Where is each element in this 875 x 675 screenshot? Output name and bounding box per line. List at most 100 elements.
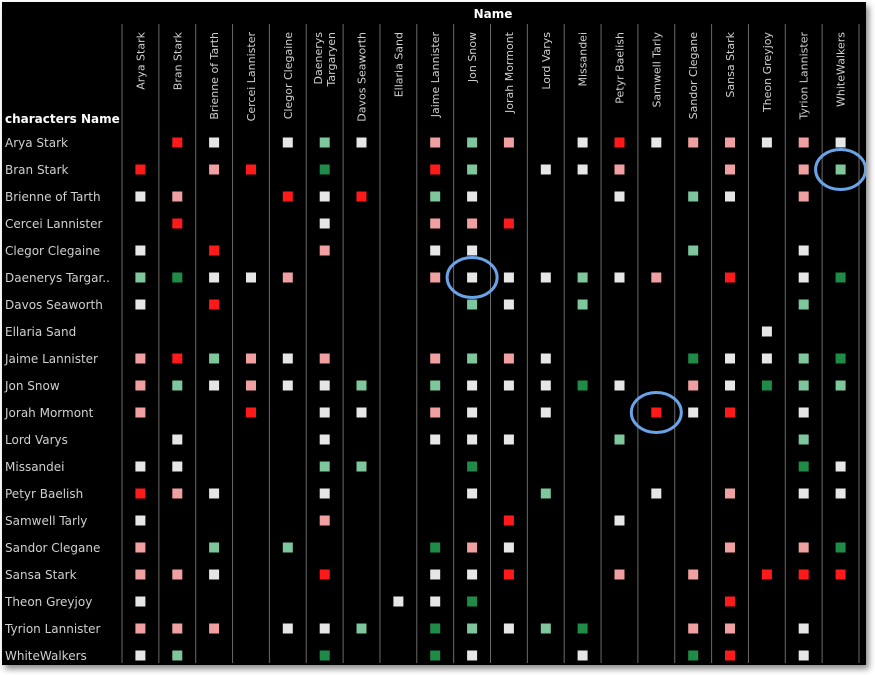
column-label-line: Jorah Mormont bbox=[503, 31, 516, 114]
cell-arya-stark-missandei bbox=[577, 137, 588, 148]
row-label-samwell-tarly: Samwell Tarly bbox=[5, 514, 87, 528]
column-label-line: Lord Varys bbox=[540, 32, 553, 90]
cell-tyrion-lannister-daenerys-targaryen bbox=[319, 623, 330, 634]
cell-daenerys-targar-cercei-lannister bbox=[246, 272, 256, 283]
cell-jorah-mormont-cercei-lannister bbox=[246, 407, 256, 418]
cell-arya-stark-jon-snow bbox=[467, 137, 478, 148]
cell-tyrion-lannister-jon-snow bbox=[467, 623, 478, 634]
cell-whitewalkers-missandei bbox=[577, 650, 588, 661]
cell-arya-stark-jaime-lannister bbox=[430, 137, 441, 148]
cell-daenerys-targar-jorah-mormont bbox=[503, 272, 514, 283]
column-label-line: Arya Stark bbox=[134, 31, 147, 89]
cell-clegor-clegaine-arya-stark bbox=[135, 245, 146, 256]
row-label-missandei: Missandei bbox=[5, 460, 64, 474]
cell-jorah-mormont-daenerys-targaryen bbox=[319, 407, 330, 418]
column-label-jorah-mormont: Jorah Mormont bbox=[503, 31, 516, 114]
cell-clegor-clegaine-sandor-clegane bbox=[688, 245, 699, 256]
column-label-line: Bran Stark bbox=[171, 31, 184, 90]
row-label-tyrion-lannister: Tyrion Lannister bbox=[4, 622, 101, 636]
column-label-whitewalkers: WhiteWalkers bbox=[835, 32, 848, 107]
cell-davos-seaworth-arya-stark bbox=[135, 299, 146, 310]
cell-jon-snow-missandei bbox=[577, 380, 588, 391]
cell-cercei-lannister-jorah-mormont bbox=[503, 218, 514, 229]
cell-daenerys-targar-clegor-clegaine bbox=[282, 272, 293, 283]
cell-jaime-lannister-jorah-mormont bbox=[503, 353, 514, 364]
row-label-jaime-lannister: Jaime Lannister bbox=[4, 352, 98, 366]
cell-bran-stark-lord-varys bbox=[540, 164, 551, 175]
cell-cercei-lannister-daenerys-targaryen bbox=[319, 218, 330, 229]
column-label-samwell-tarly: Samwell Tarly bbox=[650, 32, 663, 108]
cell-jon-snow-jaime-lannister bbox=[430, 380, 441, 391]
cell-jon-snow-brienne-of-tarth bbox=[209, 380, 220, 391]
cell-brienne-of-tarth-jon-snow bbox=[467, 191, 478, 202]
cell-clegor-clegaine-jaime-lannister bbox=[430, 245, 441, 256]
cell-petyr-baelish-tyrion-lannister bbox=[798, 488, 809, 499]
row-label-whitewalkers: WhiteWalkers bbox=[5, 649, 87, 663]
cell-sansa-stark-theon-greyjoy bbox=[761, 569, 772, 580]
column-label-arya-stark: Arya Stark bbox=[134, 31, 147, 89]
cell-jaime-lannister-sansa-stark bbox=[725, 353, 735, 364]
row-label-sansa-stark: Sansa Stark bbox=[5, 568, 77, 582]
cell-sansa-stark-sandor-clegane bbox=[688, 569, 699, 580]
cell-jon-snow-sandor-clegane bbox=[688, 380, 699, 391]
cell-brienne-of-tarth-sansa-stark bbox=[725, 191, 735, 202]
cell-jorah-mormont-sansa-stark bbox=[725, 407, 735, 418]
cell-missandei-jon-snow bbox=[467, 461, 478, 472]
cell-bran-stark-tyrion-lannister bbox=[798, 164, 809, 175]
column-label-line: Brienne of Tarth bbox=[208, 32, 221, 120]
cell-arya-stark-tyrion-lannister bbox=[798, 137, 809, 148]
cell-bran-stark-petyr-baelish bbox=[614, 164, 625, 175]
cell-bran-stark-arya-stark bbox=[135, 164, 146, 175]
column-label-line: Missandei bbox=[577, 32, 590, 87]
cell-bran-stark-jon-snow bbox=[467, 164, 478, 175]
cell-samwell-tarly-arya-stark bbox=[135, 515, 146, 526]
cell-brienne-of-tarth-jaime-lannister bbox=[430, 191, 441, 202]
cell-brienne-of-tarth-bran-stark bbox=[172, 191, 183, 202]
cell-tyrion-lannister-arya-stark bbox=[135, 623, 146, 634]
column-label-clegor-clegaine: Clegor Clegaine bbox=[282, 32, 295, 119]
row-label-lord-varys: Lord Varys bbox=[5, 433, 68, 447]
cell-lord-varys-tyrion-lannister bbox=[798, 434, 809, 445]
row-label-brienne-of-tarth: Brienne of Tarth bbox=[5, 190, 101, 204]
cell-tyrion-lannister-sansa-stark bbox=[725, 623, 735, 634]
cell-whitewalkers-sansa-stark bbox=[725, 650, 735, 661]
cell-sansa-stark-jon-snow bbox=[467, 569, 478, 580]
cell-whitewalkers-daenerys-targaryen bbox=[319, 650, 330, 661]
cell-theon-greyjoy-arya-stark bbox=[135, 596, 146, 607]
cell-petyr-baelish-jon-snow bbox=[467, 488, 478, 499]
row-label-davos-seaworth: Davos Seaworth bbox=[5, 298, 103, 312]
cell-samwell-tarly-jorah-mormont bbox=[503, 515, 514, 526]
column-label-davos-seaworth: Davos Seaworth bbox=[356, 32, 369, 122]
cell-lord-varys-daenerys-targaryen bbox=[319, 434, 330, 445]
cell-whitewalkers-sandor-clegane bbox=[688, 650, 699, 661]
cell-jorah-mormont-jaime-lannister bbox=[430, 407, 441, 418]
cell-sandor-clegane-tyrion-lannister bbox=[798, 542, 809, 553]
cell-daenerys-targar-jaime-lannister bbox=[430, 272, 441, 283]
cell-lord-varys-petyr-baelish bbox=[614, 434, 625, 445]
cell-jon-snow-tyrion-lannister bbox=[798, 380, 809, 391]
cell-daenerys-targar-samwell-tarly bbox=[651, 272, 662, 283]
column-label-line: Sandor Clegane bbox=[687, 32, 700, 120]
heatmap-cells bbox=[135, 137, 846, 661]
cell-davos-seaworth-tyrion-lannister bbox=[798, 299, 809, 310]
cell-jon-snow-bran-stark bbox=[172, 380, 183, 391]
cell-jon-snow-davos-seaworth bbox=[356, 380, 367, 391]
column-label-line: Davos Seaworth bbox=[356, 32, 369, 122]
cell-brienne-of-tarth-arya-stark bbox=[135, 191, 146, 202]
cell-jaime-lannister-sandor-clegane bbox=[688, 353, 699, 364]
cell-bran-stark-daenerys-targaryen bbox=[319, 164, 330, 175]
column-label-theon-greyjoy: Theon Greyjoy bbox=[761, 32, 774, 114]
chart-title: Name bbox=[474, 7, 513, 21]
cell-sandor-clegane-arya-stark bbox=[135, 542, 146, 553]
cell-jon-snow-theon-greyjoy bbox=[761, 380, 772, 391]
row-label-jon-snow: Jon Snow bbox=[4, 379, 60, 393]
chart-frame: Name characters Name Arya Stark Bran Star… bbox=[2, 2, 868, 665]
cell-sansa-stark-whitewalkers bbox=[835, 569, 846, 580]
cell-sansa-stark-jaime-lannister bbox=[430, 569, 441, 580]
cell-tyrion-lannister-jaime-lannister bbox=[430, 623, 441, 634]
cell-theon-greyjoy-ellaria-sand bbox=[393, 596, 404, 607]
cell-sansa-stark-petyr-baelish bbox=[614, 569, 625, 580]
column-separators bbox=[121, 24, 860, 663]
cell-sandor-clegane-brienne-of-tarth bbox=[209, 542, 220, 553]
row-label-arya-stark: Arya Stark bbox=[5, 136, 68, 150]
